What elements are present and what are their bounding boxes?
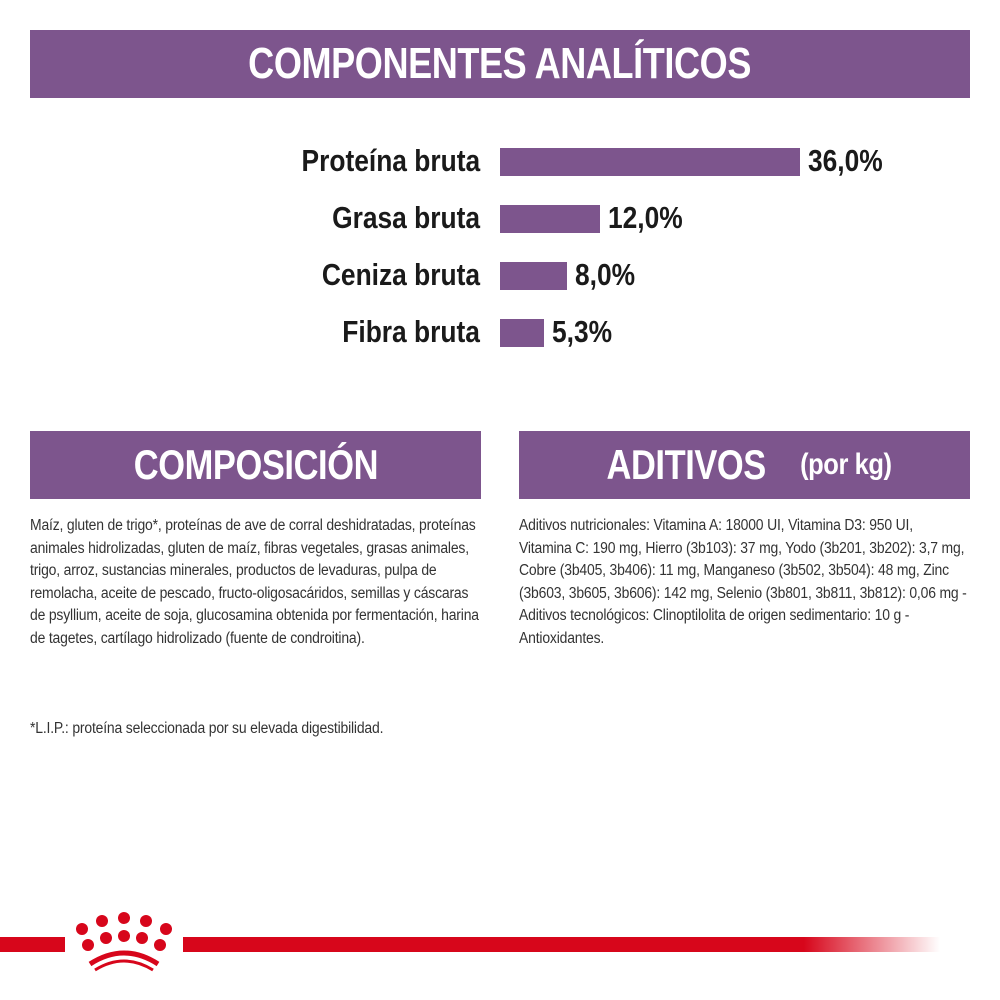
composition-text: Maíz, gluten de trigo*, proteínas de ave… [30, 515, 485, 650]
analytical-components-title: COMPONENTES ANALÍTICOS [248, 39, 752, 88]
chart-label: Grasa bruta [332, 200, 480, 235]
additives-subtitle: (por kg) [799, 448, 892, 481]
analytical-components-banner: COMPONENTES ANALÍTICOS [30, 30, 970, 98]
chart-value: 12,0% [608, 200, 683, 235]
composition-footnote: *L.I.P.: proteína seleccionada por su el… [30, 718, 485, 741]
chart-value: 36,0% [808, 143, 883, 178]
chart-bar [500, 148, 800, 176]
composition-note: *L.I.P.: proteína seleccionada por su el… [30, 720, 384, 737]
chart-value: 8,0% [574, 257, 635, 292]
chart-bar [500, 262, 567, 290]
chart-row-ash: Ceniza bruta 8,0% [0, 255, 1000, 295]
chart-bar [500, 319, 545, 347]
chart-row-fiber: Fibra bruta 5,3% [0, 312, 1000, 352]
chart-label: Fibra bruta [342, 314, 480, 349]
chart-bar [500, 205, 600, 233]
composition-banner: COMPOSICIÓN [30, 431, 481, 499]
additives-banner: ADITIVOS (por kg) [519, 431, 970, 499]
chart-label: Proteína bruta [301, 143, 480, 178]
composition-paragraph: Maíz, gluten de trigo*, proteínas de ave… [30, 517, 479, 647]
chart-row-protein: Proteína bruta 36,0% [0, 141, 1000, 181]
footer-red-line-right [183, 937, 940, 952]
footer-red-line-left [0, 937, 65, 952]
chart-value: 5,3% [552, 314, 613, 349]
chart-row-fat: Grasa bruta 12,0% [0, 198, 1000, 238]
analytical-components-chart: Proteína bruta 36,0% Grasa bruta 12,0% C… [0, 130, 1000, 360]
additives-paragraph: Aditivos nutricionales: Vitamina A: 1800… [519, 517, 967, 647]
additives-text: Aditivos nutricionales: Vitamina A: 1800… [519, 515, 974, 650]
crown-icon [76, 912, 172, 972]
composition-title: COMPOSICIÓN [133, 441, 378, 488]
chart-label: Ceniza bruta [321, 257, 480, 292]
additives-title: ADITIVOS [606, 441, 767, 488]
